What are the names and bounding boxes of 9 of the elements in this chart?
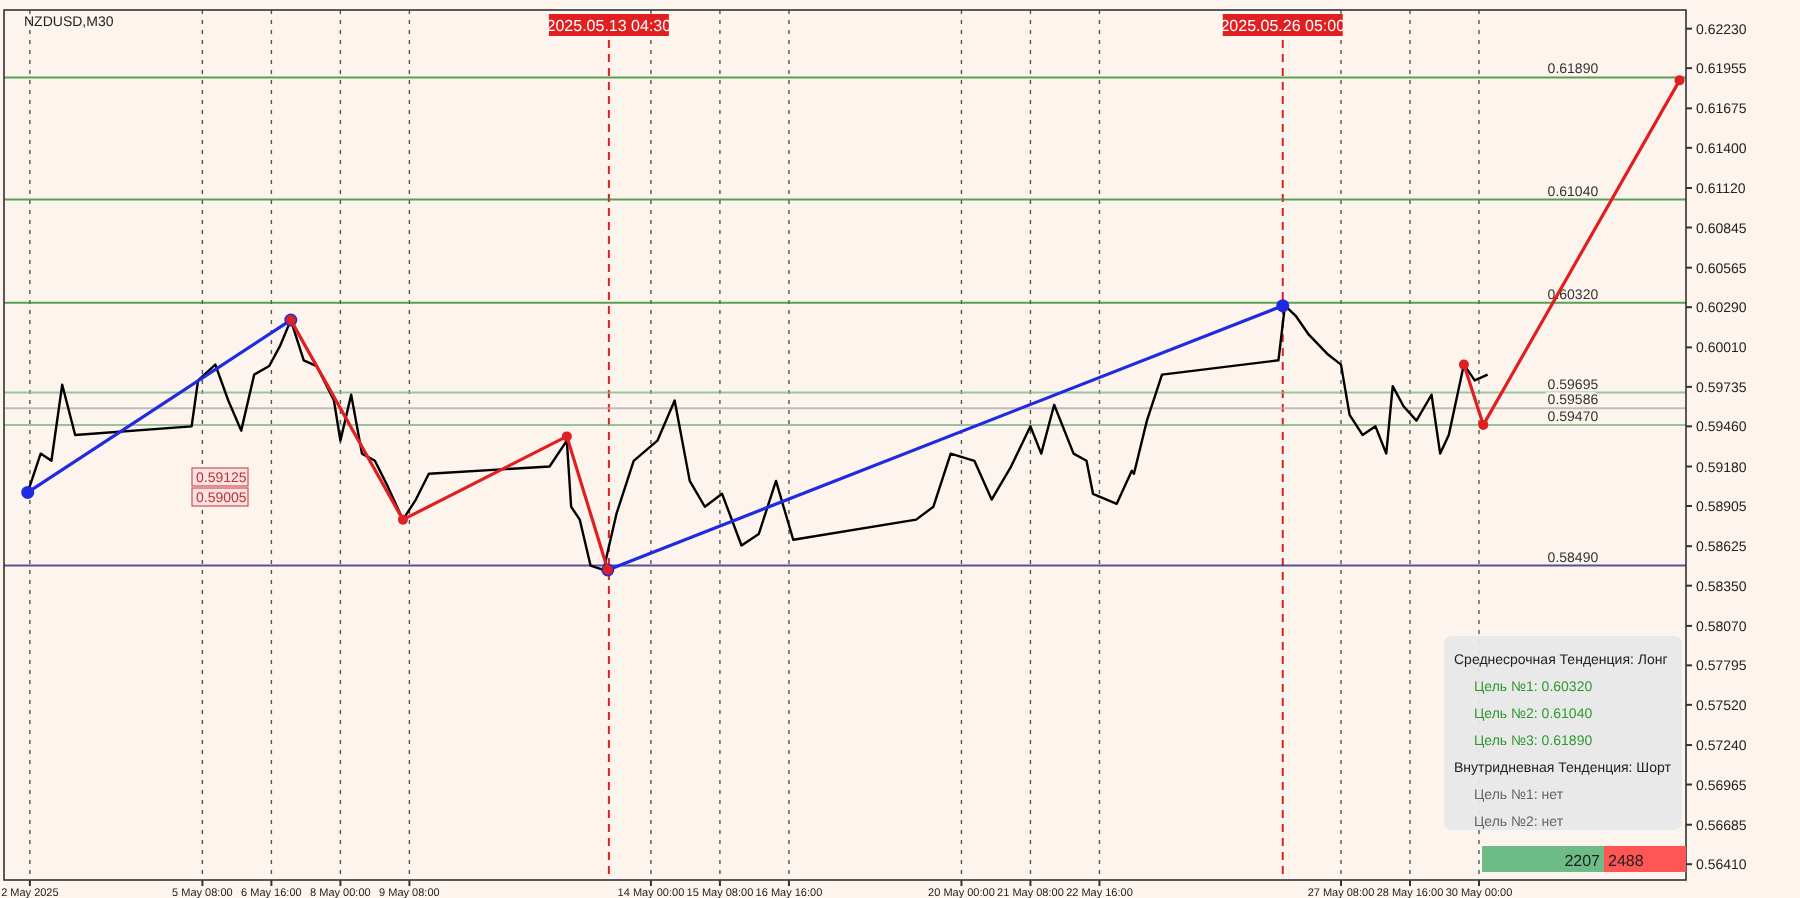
- annotation: 2207: [1564, 852, 1602, 870]
- point: [1458, 359, 1469, 370]
- annotation: 2488: [1608, 852, 1645, 870]
- point: [397, 514, 408, 525]
- point: [561, 431, 572, 442]
- point: [1276, 299, 1290, 313]
- point: [21, 485, 35, 499]
- point: [1674, 75, 1685, 86]
- point: [1478, 419, 1489, 430]
